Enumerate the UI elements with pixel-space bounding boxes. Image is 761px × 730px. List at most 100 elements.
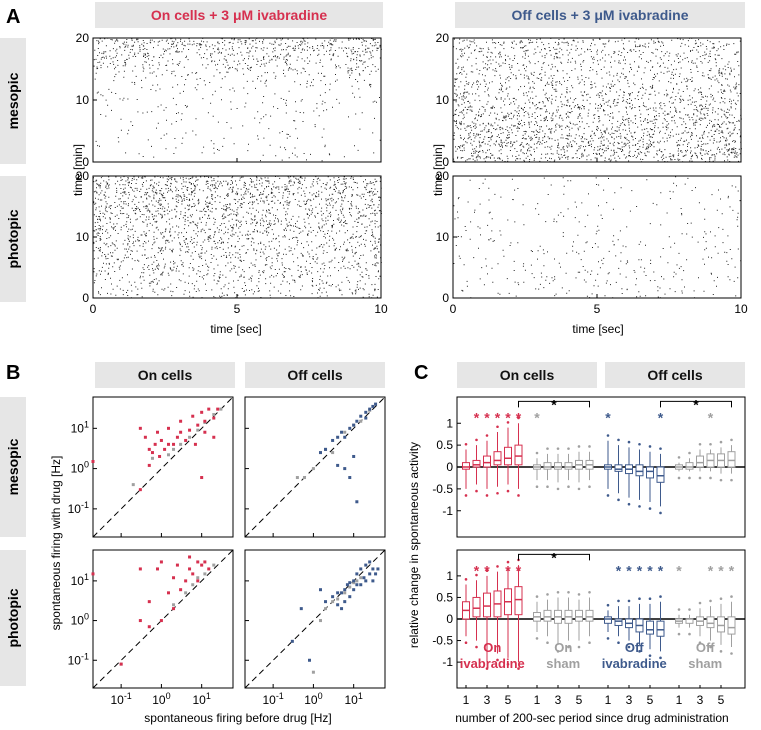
outlier bbox=[496, 425, 499, 429]
outlier bbox=[648, 654, 652, 657]
scatter-point-ivabradine bbox=[364, 410, 368, 414]
outlier bbox=[464, 442, 468, 446]
scatter-xtick-label: 10-1 bbox=[110, 691, 131, 707]
outlier bbox=[606, 603, 610, 607]
scatter-point-ivabradine bbox=[159, 619, 163, 623]
outlier bbox=[506, 560, 510, 564]
scatter-off-mesopic bbox=[244, 396, 386, 538]
scatter-point-ivabradine bbox=[355, 419, 359, 423]
significance-star: * bbox=[516, 562, 522, 578]
scatter-point-ivabradine bbox=[290, 639, 294, 643]
outlier bbox=[638, 597, 641, 601]
outlier bbox=[688, 451, 691, 455]
scatter-point-ivabradine bbox=[348, 595, 352, 599]
significance-star: * bbox=[484, 410, 490, 426]
outlier bbox=[546, 447, 549, 450]
row-label-a-photopic: photopic bbox=[0, 176, 26, 302]
tick-exponent: 0 bbox=[84, 460, 89, 470]
significance-star: * bbox=[474, 562, 480, 578]
significance-star: * bbox=[516, 410, 522, 426]
tick-exponent: 0 bbox=[318, 691, 323, 701]
significance-star: * bbox=[616, 562, 622, 578]
scatter-point-ivabradine bbox=[158, 454, 162, 458]
outlier bbox=[556, 650, 560, 653]
raster-ytick-label: 0 bbox=[442, 291, 449, 305]
significance-star: * bbox=[676, 562, 682, 578]
outlier bbox=[535, 637, 539, 640]
outlier bbox=[506, 489, 510, 493]
scatter-point-sham bbox=[203, 572, 207, 576]
scatter-point-ivabradine bbox=[147, 625, 151, 629]
outlier bbox=[588, 641, 591, 645]
scatter-point-ivabradine bbox=[374, 572, 378, 576]
outlier bbox=[567, 447, 570, 450]
scatter-point-ivabradine bbox=[343, 467, 347, 471]
scatter-point-ivabradine bbox=[166, 591, 170, 595]
outlier bbox=[698, 601, 702, 605]
outlier bbox=[517, 667, 520, 670]
scatter-point-ivabradine bbox=[362, 576, 366, 580]
scatter-point-ivabradine bbox=[166, 442, 170, 446]
outlier bbox=[588, 590, 591, 594]
raster-ytick-label: 0 bbox=[442, 155, 449, 169]
outlier bbox=[719, 440, 723, 444]
scatter-point-sham bbox=[196, 428, 200, 432]
b-xlabel: spontaneous firing before drug [Hz] bbox=[144, 711, 331, 725]
scatter-point-ivabradine bbox=[179, 588, 183, 592]
outlier bbox=[617, 498, 620, 502]
scatter-point-sham bbox=[311, 670, 315, 674]
box bbox=[554, 462, 562, 470]
raster-ytick-label: 10 bbox=[436, 230, 450, 244]
scatter-point-ivabradine bbox=[147, 600, 151, 604]
boxplot-xtick-label: 5 bbox=[505, 693, 512, 707]
scatter-point-ivabradine bbox=[340, 591, 344, 595]
scatter-point-sham bbox=[131, 483, 135, 487]
outlier bbox=[577, 445, 581, 448]
scatter-point-sham bbox=[355, 579, 359, 583]
scatter-point-ivabradine bbox=[150, 451, 154, 455]
outlier bbox=[627, 502, 631, 506]
outlier bbox=[617, 438, 620, 442]
comparison-bracket bbox=[518, 553, 590, 561]
scatter-point-ivabradine bbox=[355, 583, 359, 587]
outlier bbox=[475, 489, 478, 493]
scatter-point-ivabradine bbox=[166, 426, 170, 430]
scatter-xtick-label: 100 bbox=[304, 691, 322, 707]
comparison-star: * bbox=[551, 549, 557, 565]
scatter-point-ivabradine bbox=[212, 416, 216, 420]
boxplot-ytick-label: 0.5 bbox=[436, 438, 453, 452]
box bbox=[614, 618, 623, 626]
outlier bbox=[659, 595, 662, 598]
boxplot-mesopic bbox=[456, 396, 746, 538]
outlier bbox=[730, 652, 733, 655]
outlier bbox=[648, 445, 652, 448]
raster-ytick-label: 20 bbox=[76, 169, 90, 183]
significance-star: * bbox=[484, 562, 490, 578]
box bbox=[717, 616, 725, 633]
raster-spikes bbox=[453, 37, 742, 163]
scatter-point-ivabradine bbox=[179, 419, 183, 423]
outlier bbox=[485, 667, 489, 670]
scatter-point-sham bbox=[318, 619, 322, 623]
box bbox=[646, 620, 654, 635]
boxplot-xtick-label: 5 bbox=[718, 693, 725, 707]
boxplot-ytick-label: 0 bbox=[446, 612, 453, 626]
scatter-point-sham bbox=[172, 447, 176, 451]
significance-star: * bbox=[605, 410, 611, 426]
scatter-point-sham bbox=[188, 435, 192, 439]
raster-ytick-label: 20 bbox=[436, 169, 450, 183]
outlier bbox=[709, 599, 712, 603]
scatter-point-ivabradine bbox=[376, 567, 380, 571]
outlier bbox=[730, 478, 733, 482]
outlier bbox=[698, 476, 702, 480]
raster-ytick-label: 20 bbox=[76, 31, 90, 45]
outlier bbox=[659, 511, 662, 515]
group-label-sub: ivabradine bbox=[602, 656, 667, 671]
boxplot-xtick-label: 5 bbox=[647, 693, 654, 707]
scatter-point-ivabradine bbox=[203, 419, 207, 423]
raster-on-mesopic bbox=[92, 37, 382, 163]
scatter-point-ivabradine bbox=[371, 579, 375, 583]
boxplot-ytick-label: 1 bbox=[446, 569, 453, 583]
outlier bbox=[496, 658, 499, 662]
